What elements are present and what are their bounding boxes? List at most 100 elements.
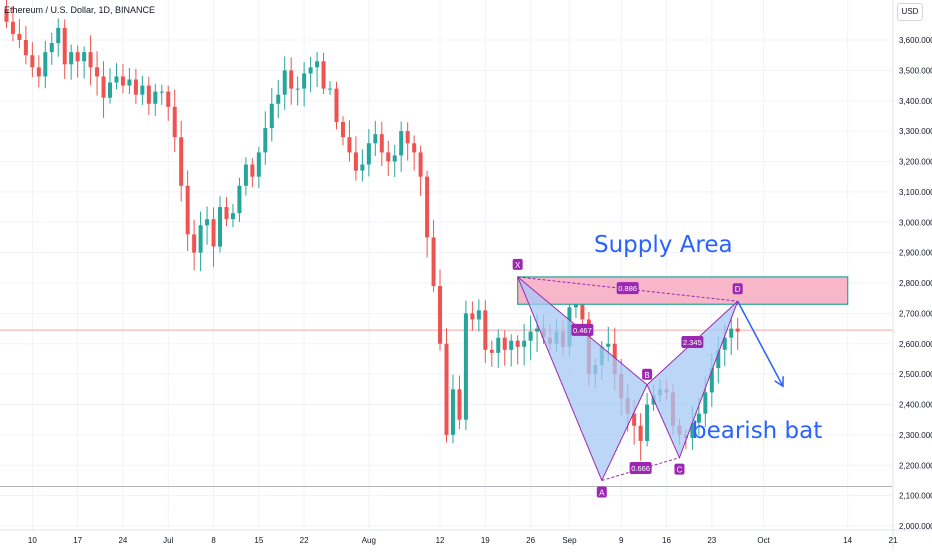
candle-body	[412, 143, 417, 153]
candle-body	[88, 52, 93, 68]
candle-body	[476, 310, 481, 320]
x-tick-label: 15	[254, 536, 263, 545]
candle-body	[276, 94, 281, 104]
candle-body	[334, 88, 339, 123]
candle-body	[36, 67, 41, 77]
pattern-point-b: B	[642, 368, 653, 380]
candle-body	[230, 213, 235, 220]
pattern-point-a: A	[596, 486, 607, 498]
y-tick-label: 3,200.000	[899, 158, 932, 167]
candle-body	[632, 413, 637, 426]
candle-body	[185, 185, 190, 235]
candle-body	[645, 404, 650, 441]
y-tick-label: 3,300.000	[899, 127, 932, 136]
x-tick-label: 23	[707, 536, 716, 545]
candle-body	[153, 91, 158, 104]
candle-body	[328, 88, 333, 90]
y-tick-label: 3,000.000	[899, 218, 932, 227]
candle-body	[580, 298, 585, 320]
y-tick-label: 2,000.000	[899, 522, 932, 531]
projection-arrow-head	[774, 376, 784, 388]
candle-body	[690, 422, 695, 438]
x-tick-label: 24	[118, 536, 127, 545]
candle-body	[431, 237, 436, 287]
x-tick-label: 9	[619, 536, 624, 545]
supply-zone	[517, 276, 849, 305]
candle-body	[140, 85, 145, 95]
x-tick-label: 26	[526, 536, 535, 545]
candle-body	[463, 313, 468, 420]
candle-body	[166, 91, 171, 107]
x-tick-label: 19	[481, 536, 490, 545]
candle-body	[101, 76, 106, 98]
ratio-badge	[616, 282, 639, 295]
candle-body	[56, 27, 61, 44]
candle-body	[315, 61, 320, 68]
candle-body	[353, 152, 358, 171]
ratio-ac: 0.666	[629, 462, 652, 475]
candle-body	[379, 134, 384, 153]
y-tick-label: 2,200.000	[899, 461, 932, 470]
x-tick-label: 22	[300, 536, 309, 545]
ratio-label: 0.886	[618, 284, 637, 293]
candle-body	[373, 134, 378, 144]
candle-body	[237, 185, 242, 214]
candle-body	[172, 106, 177, 138]
x-tick-label: 8	[211, 536, 216, 545]
currency-button[interactable]: USD	[897, 3, 923, 21]
candle-body	[535, 328, 540, 332]
ratio-label: 2.345	[683, 338, 702, 347]
candle-body	[218, 207, 223, 247]
ratio-badge	[629, 462, 652, 475]
candle-body	[696, 413, 701, 423]
candle-body	[450, 389, 455, 435]
candle-body	[444, 343, 449, 435]
candle-body	[489, 349, 494, 353]
candle-body	[638, 425, 643, 441]
candle-body	[159, 91, 164, 93]
point-badge	[674, 463, 685, 475]
y-tick-label: 2,300.000	[899, 431, 932, 440]
ratio-xd: 0.886	[616, 282, 639, 295]
supply-area-label: Supply Area	[594, 232, 733, 258]
candle-body	[263, 128, 268, 153]
candle-body	[23, 40, 28, 56]
x-tick-label: Sep	[562, 536, 577, 545]
candle-body	[211, 219, 216, 247]
candle-body	[146, 85, 151, 104]
pattern-point-x: X	[512, 258, 523, 270]
candle-body	[729, 328, 734, 338]
x-tick-label: 17	[73, 536, 82, 545]
candle-body	[399, 131, 404, 156]
candle-body	[43, 52, 48, 77]
candle-body	[515, 340, 520, 347]
candle-body	[108, 82, 113, 98]
ratio-label: 0.467	[573, 326, 592, 335]
pattern-point-c: C	[674, 463, 685, 475]
candle-body	[133, 79, 138, 95]
candle-body	[256, 152, 261, 177]
ratio-xb: 0.467	[571, 323, 594, 336]
y-tick-label: 2,900.000	[899, 249, 932, 258]
candle-body	[321, 61, 326, 89]
candle-body	[289, 70, 294, 89]
candle-body	[302, 73, 307, 89]
candle-body	[425, 176, 430, 238]
candle-body	[722, 337, 727, 350]
point-badge	[732, 283, 743, 295]
grid-layer	[0, 0, 894, 530]
candle-body	[62, 27, 67, 65]
candle-body	[179, 137, 184, 186]
symbol-title: Ethereum / U.S. Dollar, 1D, BINANCE	[4, 5, 156, 15]
candle-body	[606, 343, 611, 347]
projection-arrow-line	[737, 300, 784, 387]
x-tick-label: Aug	[362, 536, 376, 545]
candle-body	[95, 67, 100, 77]
candle-body	[703, 392, 708, 414]
point-label: X	[515, 261, 521, 270]
candle-body	[282, 70, 287, 95]
candle-body	[198, 225, 203, 253]
y-tick-label: 3,100.000	[899, 188, 932, 197]
candle-body	[502, 337, 507, 350]
